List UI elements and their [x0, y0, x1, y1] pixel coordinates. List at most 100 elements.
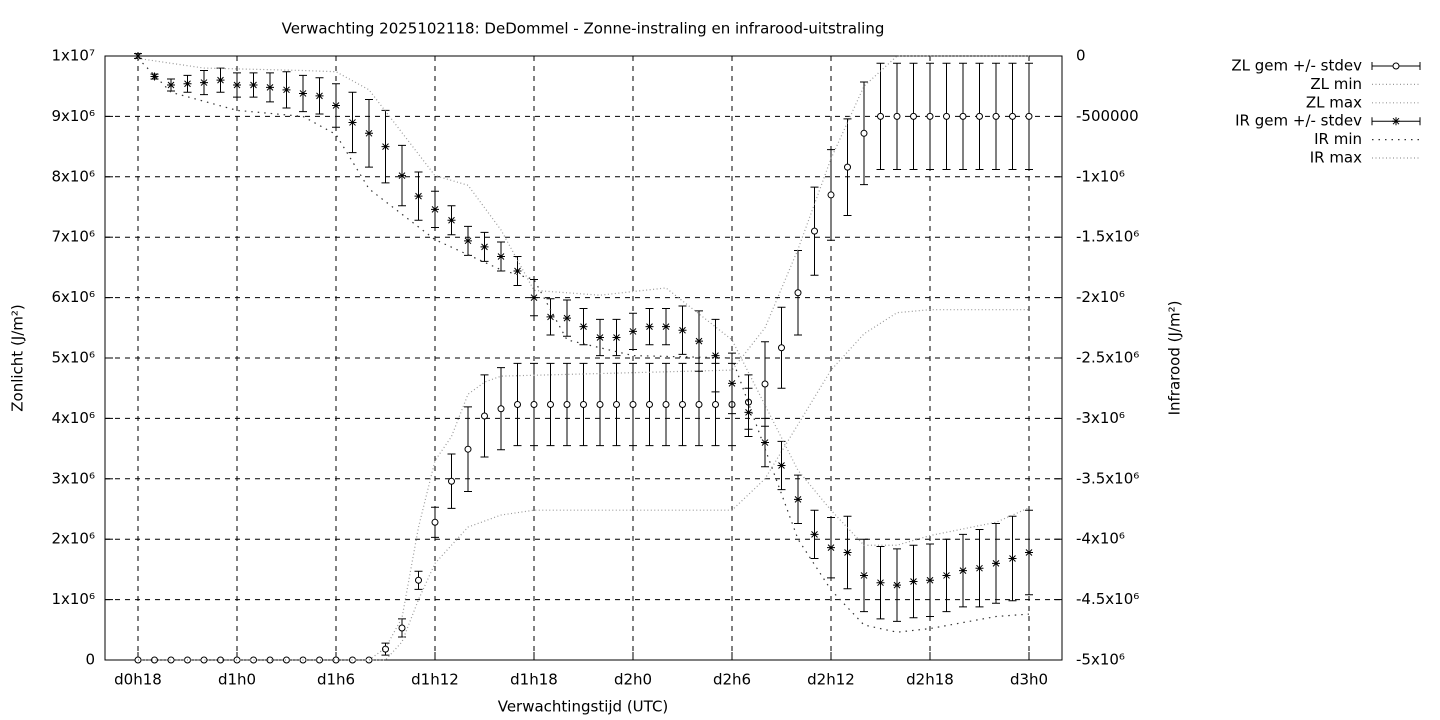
point: [728, 379, 736, 388]
x-tick-label: d2h18: [906, 671, 954, 689]
point: [332, 656, 340, 664]
point: [217, 656, 224, 664]
x-tick-label: d2h0: [614, 671, 652, 689]
point: [678, 326, 687, 335]
y-tick-label: 0: [85, 651, 95, 669]
point: [794, 289, 802, 297]
point: [629, 401, 637, 409]
point: [613, 401, 620, 409]
y-tick-label: 3x10⁶: [51, 469, 95, 487]
point: [679, 401, 686, 409]
x-tick-label: d0h18: [114, 671, 162, 689]
point: [646, 401, 653, 409]
legend-marker: [1392, 62, 1400, 70]
legend-label: IR gem +/- stdev: [1235, 112, 1362, 130]
legend-label: ZL max: [1306, 93, 1362, 111]
point: [876, 578, 885, 587]
point: [761, 438, 769, 447]
x-tick-label: d3h0: [1010, 671, 1048, 689]
point: [1025, 548, 1033, 557]
point: [712, 401, 719, 409]
point: [563, 401, 571, 409]
point: [992, 112, 1000, 120]
point: [266, 83, 274, 92]
point: [909, 577, 918, 586]
point: [398, 171, 406, 180]
y2-tick-label: -4x10⁶: [1076, 530, 1125, 548]
point: [777, 461, 786, 470]
point: [645, 322, 654, 331]
y2-tick-label: 0: [1076, 47, 1086, 65]
x-tick-label: d1h12: [411, 671, 459, 689]
point: [778, 344, 785, 352]
y-tick-label: 9x10⁶: [51, 107, 95, 125]
point: [975, 564, 984, 573]
point: [843, 548, 852, 557]
point: [382, 645, 389, 653]
y-tick-label: 6x10⁶: [51, 288, 95, 306]
point: [695, 337, 703, 346]
point: [481, 412, 488, 420]
point: [926, 576, 934, 585]
y2-tick-label: -1x10⁶: [1076, 167, 1125, 185]
point: [893, 112, 901, 120]
y-axis-label: Zonlicht (J/m²): [9, 304, 27, 412]
point: [249, 80, 258, 89]
point: [332, 101, 340, 110]
y-tick-label: 5x10⁶: [51, 349, 95, 367]
y2-tick-label: -4.5x10⁶: [1076, 590, 1139, 608]
y-tick-label: 7x10⁶: [51, 228, 95, 246]
point: [514, 401, 521, 409]
point: [464, 445, 472, 453]
point: [233, 80, 241, 89]
point: [810, 530, 819, 539]
chart-title: Verwachting 2025102118: DeDommel - Zonne…: [282, 20, 885, 38]
x-axis-label: Verwachtingstijd (UTC): [498, 698, 669, 716]
point: [513, 267, 522, 276]
point: [497, 405, 505, 413]
point: [761, 380, 769, 388]
point: [216, 76, 225, 85]
y2-tick-label: -500000: [1076, 107, 1139, 125]
legend-label: ZL gem +/- stdev: [1231, 57, 1362, 75]
x-tick-label: d2h12: [807, 671, 855, 689]
point: [959, 112, 967, 120]
x-tick-label: d1h6: [317, 671, 355, 689]
point: [497, 252, 505, 261]
x-tick-label: d2h6: [713, 671, 751, 689]
point: [893, 581, 901, 590]
x-tick-label: d1h18: [510, 671, 558, 689]
point: [579, 322, 588, 331]
y-tick-label: 2x10⁶: [51, 530, 95, 548]
legend-marker: [1392, 117, 1400, 126]
y2-tick-label: -2.5x10⁶: [1076, 349, 1139, 367]
y2-tick-label: -5x10⁶: [1076, 651, 1125, 669]
point: [530, 293, 538, 302]
point: [381, 142, 390, 151]
point: [1008, 554, 1017, 563]
point: [282, 85, 291, 94]
point: [1009, 112, 1016, 120]
plot-frame: [104, 55, 1063, 661]
y-tick-label: 1x10⁶: [51, 590, 95, 608]
point: [794, 495, 802, 504]
point: [448, 477, 455, 485]
point: [910, 112, 917, 120]
point: [695, 401, 703, 409]
point: [612, 333, 621, 342]
point: [464, 236, 472, 245]
point: [580, 401, 587, 409]
point: [877, 112, 884, 120]
point: [860, 571, 868, 580]
point: [151, 656, 158, 664]
point: [348, 118, 357, 127]
point: [447, 216, 456, 225]
point: [992, 559, 1000, 568]
point: [150, 72, 159, 81]
y2-tick-label: -3.5x10⁶: [1076, 469, 1139, 487]
point: [563, 314, 571, 323]
point: [662, 322, 670, 331]
y-tick-label: 4x10⁶: [51, 409, 95, 427]
point: [844, 163, 851, 171]
